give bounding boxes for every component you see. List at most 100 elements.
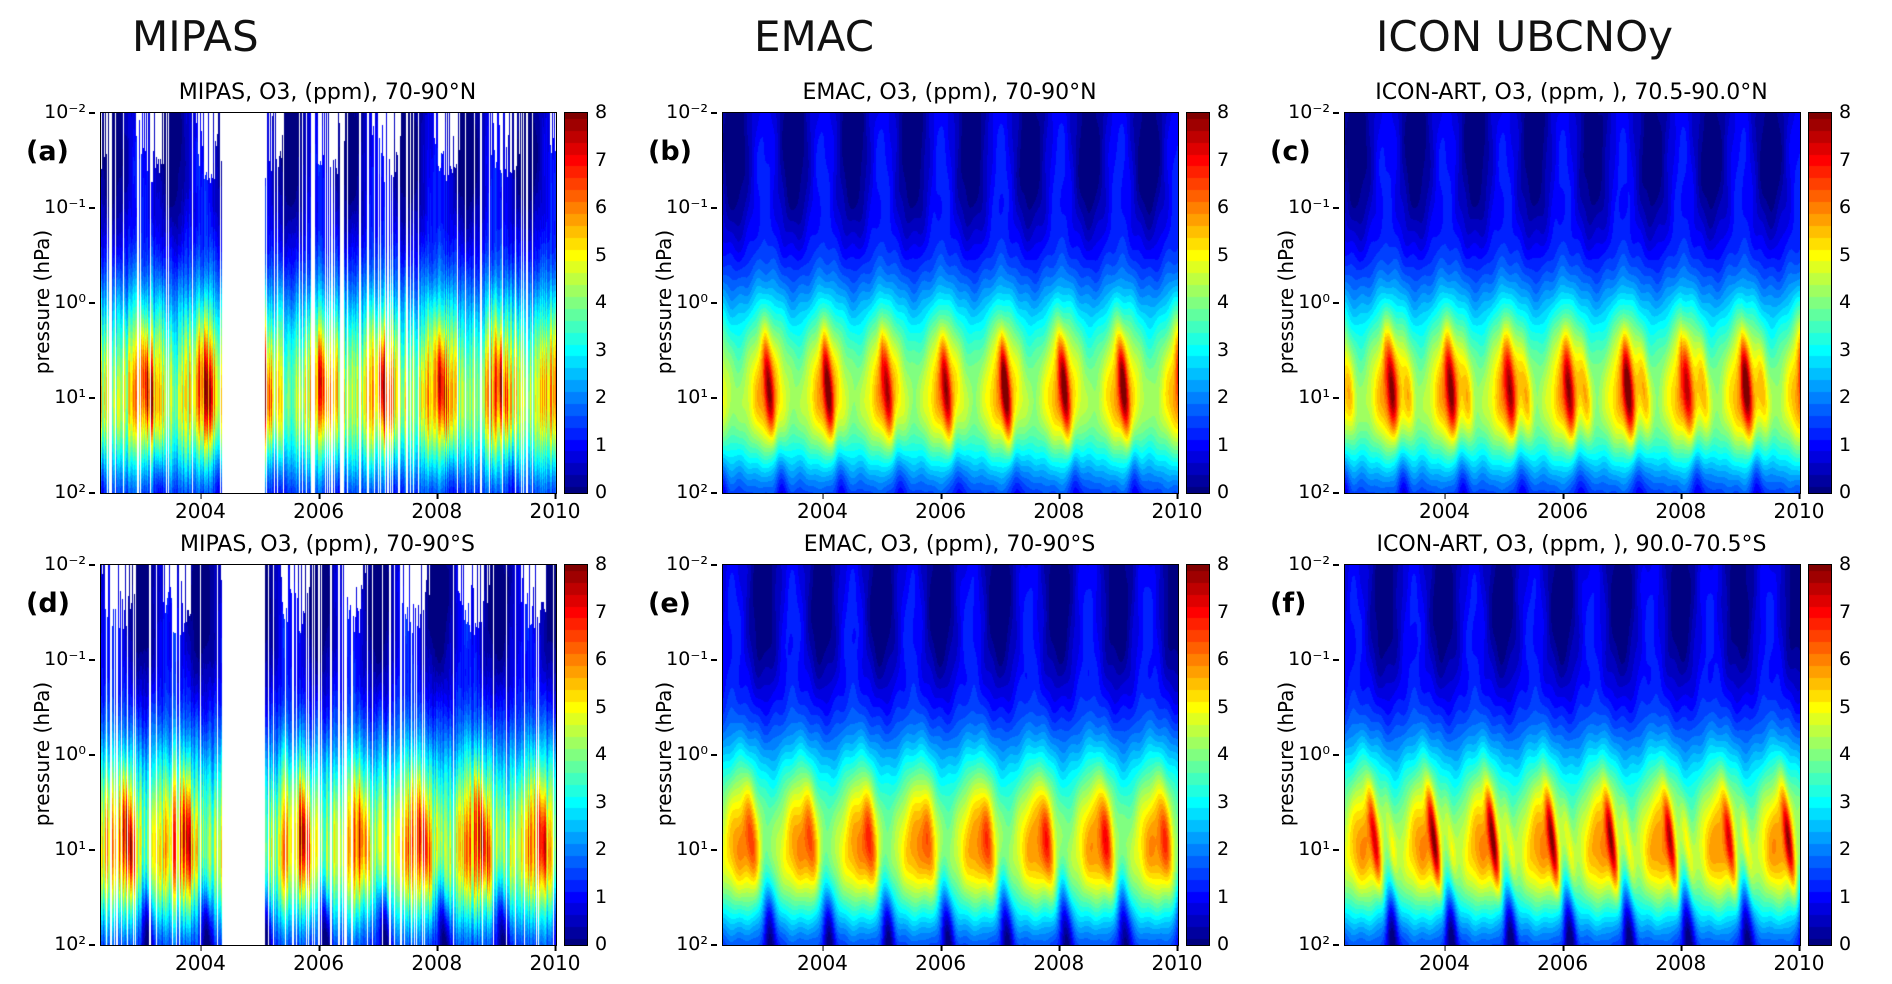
- colorbar-canvas: [1808, 112, 1832, 494]
- y-tick-label: 10⁻¹: [1288, 648, 1339, 670]
- colorbar-tick-label: 4: [595, 291, 608, 313]
- colorbar-tick-label: 1: [1839, 433, 1852, 456]
- y-tick-label: 10⁻¹: [44, 196, 95, 218]
- colorbar-tick-label: 8: [1839, 101, 1852, 123]
- colorbar-canvas: [1186, 564, 1210, 946]
- y-tick-label: 10⁻²: [666, 553, 717, 575]
- colorbar-tick-label: 5: [1217, 695, 1230, 718]
- colorbar-tick-label: 3: [1217, 790, 1230, 813]
- panel-title: EMAC, O3, (ppm), 70-90°N: [802, 80, 1097, 105]
- heatmap-canvas: [722, 112, 1179, 494]
- colorbar-ticks: 0 1 2 3 4 5 6 7 8: [595, 101, 625, 503]
- x-tick-label: 2006: [293, 946, 345, 975]
- colorbar-tick-label: 5: [1839, 695, 1852, 718]
- panel-title: ICON-ART, O3, (ppm, ), 70.5-90.0°N: [1375, 80, 1768, 105]
- colorbar-ticks: 0 1 2 3 4 5 6 7 8: [1217, 101, 1247, 503]
- x-tick-label: 2010: [529, 946, 581, 975]
- x-tick-label: 2008: [1655, 494, 1707, 523]
- colorbar-tick-label: 3: [595, 338, 608, 361]
- panel-a: MIPAS, O3, (ppm), 70-90°N (a) pressure (…: [14, 80, 636, 523]
- colorbar-tick-label: 8: [1839, 553, 1852, 575]
- colorbar-tick-label: 1: [1217, 885, 1230, 908]
- panel-title: MIPAS, O3, (ppm), 70-90°N: [178, 80, 477, 105]
- y-axis-ticks: 10⁻² 10⁻¹ 10⁰ 10¹ 10²: [14, 553, 98, 955]
- panel-title: EMAC, O3, (ppm), 70-90°S: [803, 532, 1096, 557]
- y-tick-label: 10²: [54, 481, 95, 503]
- colorbar-ticks: 0 1 2 3 4 5 6 7 8: [595, 553, 625, 955]
- x-tick-label: 2006: [915, 946, 967, 975]
- panel-label: (b): [648, 136, 693, 167]
- panel-label: (c): [1270, 136, 1311, 167]
- colorbar-canvas: [564, 564, 588, 946]
- y-tick-label: 10⁻²: [1288, 553, 1339, 575]
- colorbar-tick-label: 6: [1839, 196, 1852, 218]
- y-tick-label: 10⁰: [676, 291, 717, 313]
- colorbar-tick-label: 3: [1839, 790, 1852, 813]
- colorbar-tick-label: 0: [1217, 933, 1230, 955]
- colorbar-tick-label: 5: [1217, 243, 1230, 266]
- column-emac: EMAC EMAC, O3, (ppm), 70-90°N (b) pressu…: [636, 12, 1258, 984]
- panel-f: ICON-ART, O3, (ppm, ), 90.0-70.5°S (f) p…: [1258, 532, 1880, 975]
- colorbar-tick-label: 0: [595, 481, 608, 503]
- panel-label: (e): [648, 588, 691, 619]
- x-tick-label: 2006: [1537, 494, 1589, 523]
- colorbar-tick-label: 3: [595, 790, 608, 813]
- y-axis-ticks: 10⁻² 10⁻¹ 10⁰ 10¹ 10²: [636, 101, 720, 503]
- colorbar-tick-label: 2: [595, 386, 608, 408]
- y-tick-label: 10²: [1298, 933, 1339, 955]
- x-axis-ticks: 2004 2006 2008 2010: [722, 494, 1202, 523]
- x-tick-label: 2008: [411, 946, 463, 975]
- colorbar-tick-label: 6: [595, 648, 608, 670]
- y-tick-label: 10⁻¹: [1288, 196, 1339, 218]
- x-tick-label: 2004: [1419, 946, 1470, 975]
- colorbar-tick-label: 7: [1217, 148, 1230, 171]
- x-tick-label: 2008: [1655, 946, 1707, 975]
- colorbar-tick-label: 1: [1217, 433, 1230, 456]
- y-tick-label: 10⁰: [54, 743, 95, 765]
- y-axis-ticks: 10⁻² 10⁻¹ 10⁰ 10¹ 10²: [1258, 553, 1342, 955]
- x-tick-label: 2008: [1033, 946, 1085, 975]
- x-tick-label: 2010: [1151, 946, 1203, 975]
- colorbar-tick-label: 7: [595, 600, 608, 623]
- colorbar-tick-label: 4: [1217, 291, 1230, 313]
- colorbar-tick-label: 0: [1217, 481, 1230, 503]
- colorbar-tick-label: 7: [1839, 148, 1852, 171]
- x-tick-label: 2010: [1773, 494, 1825, 523]
- colorbar-tick-label: 6: [1217, 648, 1230, 670]
- y-tick-label: 10⁰: [676, 743, 717, 765]
- colorbar-tick-label: 8: [595, 101, 608, 123]
- column-header-icon: ICON UBCNOy: [1376, 12, 1674, 61]
- colorbar-tick-label: 2: [1217, 838, 1230, 860]
- y-tick-label: 10¹: [1298, 386, 1339, 408]
- heatmap-canvas: [100, 564, 557, 946]
- heatmap-canvas: [1344, 112, 1801, 494]
- heatmap-canvas: [100, 112, 557, 494]
- colorbar-tick-label: 2: [1217, 386, 1230, 408]
- panel-d: MIPAS, O3, (ppm), 70-90°S (d) pressure (…: [14, 532, 636, 975]
- y-axis-ticks: 10⁻² 10⁻¹ 10⁰ 10¹ 10²: [14, 101, 98, 503]
- y-tick-label: 10⁻¹: [666, 648, 717, 670]
- y-tick-label: 10⁻¹: [666, 196, 717, 218]
- colorbar-ticks: 0 1 2 3 4 5 6 7 8: [1839, 553, 1869, 955]
- colorbar-tick-label: 2: [1839, 838, 1852, 860]
- y-tick-label: 10⁰: [1298, 291, 1339, 313]
- colorbar-tick-label: 1: [595, 885, 608, 908]
- y-tick-label: 10²: [1298, 481, 1339, 503]
- column-icon: ICON UBCNOy ICON-ART, O3, (ppm, ), 70.5-…: [1258, 12, 1880, 984]
- colorbar-tick-label: 2: [1839, 386, 1852, 408]
- y-tick-label: 10¹: [676, 386, 717, 408]
- x-axis-ticks: 2004 2006 2008 2010: [100, 946, 580, 975]
- y-tick-label: 10²: [676, 481, 717, 503]
- colorbar-tick-label: 8: [595, 553, 608, 575]
- x-tick-label: 2006: [293, 494, 345, 523]
- colorbar-tick-label: 7: [595, 148, 608, 171]
- column-header-mipas: MIPAS: [132, 12, 259, 61]
- y-axis-ticks: 10⁻² 10⁻¹ 10⁰ 10¹ 10²: [636, 553, 720, 955]
- colorbar-canvas: [564, 112, 588, 494]
- x-tick-label: 2010: [1773, 946, 1825, 975]
- colorbar-tick-label: 4: [595, 743, 608, 765]
- colorbar-tick-label: 8: [1217, 101, 1230, 123]
- colorbar-tick-label: 4: [1217, 743, 1230, 765]
- x-tick-label: 2006: [1537, 946, 1589, 975]
